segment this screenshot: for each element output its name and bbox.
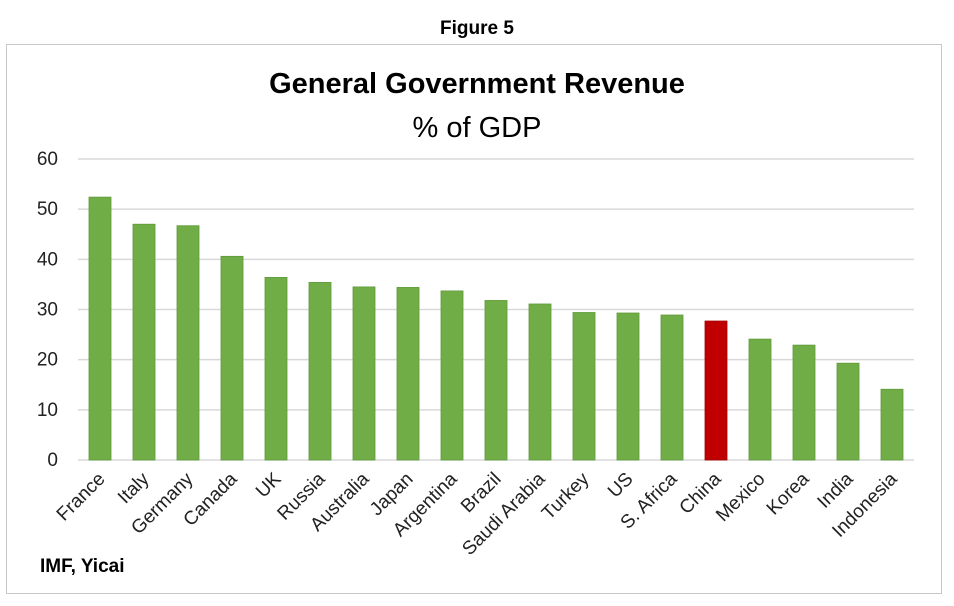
bar-australia: [352, 286, 376, 461]
y-tick-label: 30: [37, 300, 58, 321]
y-axis-ticks: 0 10 20 30 40 50 60: [37, 149, 58, 471]
bar-us: [616, 312, 640, 461]
bars: [88, 196, 904, 461]
bar-canada: [220, 255, 244, 461]
bar-china: [704, 320, 728, 461]
bar-france: [88, 196, 112, 461]
figure-label: Figure 5: [440, 18, 514, 39]
bar-italy: [132, 223, 156, 461]
y-tick-label: 40: [37, 249, 58, 270]
bar-saudi-arabia: [528, 303, 552, 461]
chart-frame: [6, 44, 942, 594]
x-tick-label: UK: [252, 468, 286, 502]
bar-japan: [396, 287, 420, 461]
chart-title: General Government Revenue: [269, 68, 685, 100]
x-tick-label: Mexico: [712, 469, 769, 526]
source-note: IMF, Yicai: [40, 556, 125, 577]
bar-korea: [792, 344, 816, 461]
y-tick-label: 50: [37, 199, 58, 220]
y-tick-label: 20: [37, 350, 58, 371]
x-tick-label: US: [604, 469, 638, 503]
y-tick-label: 0: [47, 450, 58, 471]
bar-s-africa: [660, 314, 684, 461]
x-tick-label: Korea: [763, 468, 814, 519]
bar-indonesia: [880, 388, 904, 461]
bar-russia: [308, 282, 332, 461]
chart-subtitle: % of GDP: [412, 112, 542, 144]
y-tick-label: 60: [37, 149, 58, 170]
bar-turkey: [572, 312, 596, 461]
y-tick-label: 10: [37, 400, 58, 421]
x-tick-label: Turkey: [538, 468, 594, 524]
bar-india: [836, 362, 860, 461]
x-tick-label: France: [53, 469, 110, 526]
bar-mexico: [748, 338, 772, 461]
bar-germany: [176, 225, 200, 461]
bar-brazil: [484, 300, 508, 461]
bar-uk: [264, 276, 288, 461]
bar-argentina: [440, 290, 464, 461]
